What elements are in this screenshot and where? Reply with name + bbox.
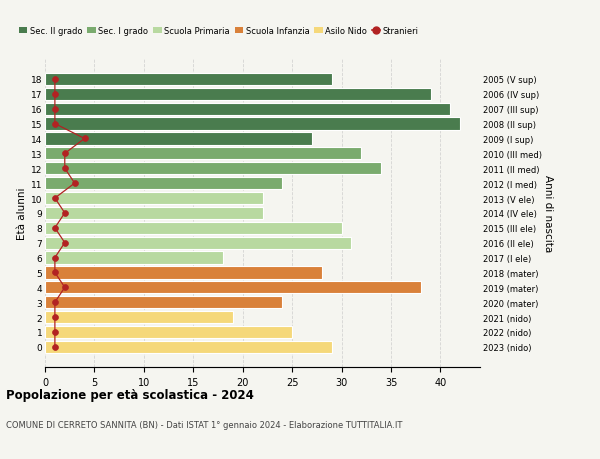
Point [50,329,59,336]
Point [50,195,59,202]
Point [50,343,59,351]
Bar [45,148,361,160]
Point [50,106,59,113]
Point [50,269,59,276]
Text: Popolazione per età scolastica - 2024: Popolazione per età scolastica - 2024 [6,388,254,401]
Bar [45,133,312,145]
Bar [45,207,263,219]
Bar [45,103,451,116]
Point [60,240,70,247]
Bar [45,118,460,130]
Legend: Sec. II grado, Sec. I grado, Scuola Primaria, Scuola Infanzia, Asilo Nido, Stran: Sec. II grado, Sec. I grado, Scuola Prim… [16,24,422,39]
Point [70,180,79,187]
Point [50,91,59,98]
Bar [45,237,352,249]
Point [80,135,89,143]
Point [50,121,59,128]
Point [60,165,70,173]
Bar [45,178,282,190]
Point [50,314,59,321]
Bar [45,73,332,86]
Bar [45,326,292,338]
Bar [45,311,233,324]
Bar [45,282,421,294]
Y-axis label: Età alunni: Età alunni [17,187,26,240]
Bar [45,267,322,279]
Point [60,210,70,217]
Y-axis label: Anni di nascita: Anni di nascita [543,175,553,252]
Bar [45,192,263,205]
Bar [45,163,381,175]
Bar [45,252,223,264]
Bar [45,297,282,308]
Point [50,299,59,306]
Point [60,151,70,158]
Point [50,224,59,232]
Point [50,254,59,262]
Point [50,76,59,84]
Text: COMUNE DI CERRETO SANNITA (BN) - Dati ISTAT 1° gennaio 2024 - Elaborazione TUTTI: COMUNE DI CERRETO SANNITA (BN) - Dati IS… [6,420,403,429]
Bar [45,222,341,235]
Point [60,284,70,291]
Bar [45,89,431,101]
Bar [45,341,332,353]
